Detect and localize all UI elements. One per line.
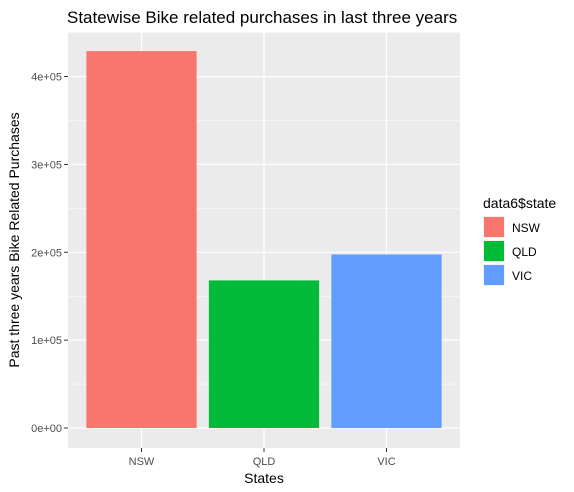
legend-label-qld: QLD bbox=[512, 245, 537, 259]
legend-swatch-qld bbox=[484, 241, 504, 261]
y-tick-label: 1e+05 bbox=[31, 335, 62, 347]
y-tick-label: 3e+05 bbox=[31, 159, 62, 171]
x-tick-label: QLD bbox=[253, 456, 276, 468]
chart-title: Statewise Bike related purchases in last… bbox=[67, 8, 457, 27]
y-axis-title: Past three years Bike Related Purchases bbox=[6, 112, 22, 367]
x-axis: NSW QLD VIC bbox=[129, 448, 396, 468]
legend-title: data6$state bbox=[483, 195, 556, 211]
y-axis: 0e+00 1e+05 2e+05 3e+05 4e+05 bbox=[31, 72, 68, 435]
legend-label-vic: VIC bbox=[512, 269, 532, 283]
legend: NSW QLD VIC bbox=[483, 216, 541, 286]
y-tick-label: 4e+05 bbox=[31, 72, 62, 84]
bar-nsw bbox=[86, 51, 197, 428]
y-tick-label: 2e+05 bbox=[31, 247, 62, 259]
x-tick-label: VIC bbox=[377, 456, 395, 468]
bar-vic bbox=[331, 254, 442, 428]
legend-swatch-nsw bbox=[484, 217, 504, 237]
y-tick-label: 0e+00 bbox=[31, 423, 62, 435]
bar-qld bbox=[208, 280, 320, 428]
x-tick-label: NSW bbox=[129, 456, 155, 468]
legend-swatch-vic bbox=[484, 265, 504, 285]
x-axis-title: States bbox=[244, 470, 284, 486]
bars bbox=[86, 51, 442, 428]
legend-label-nsw: NSW bbox=[512, 221, 541, 235]
